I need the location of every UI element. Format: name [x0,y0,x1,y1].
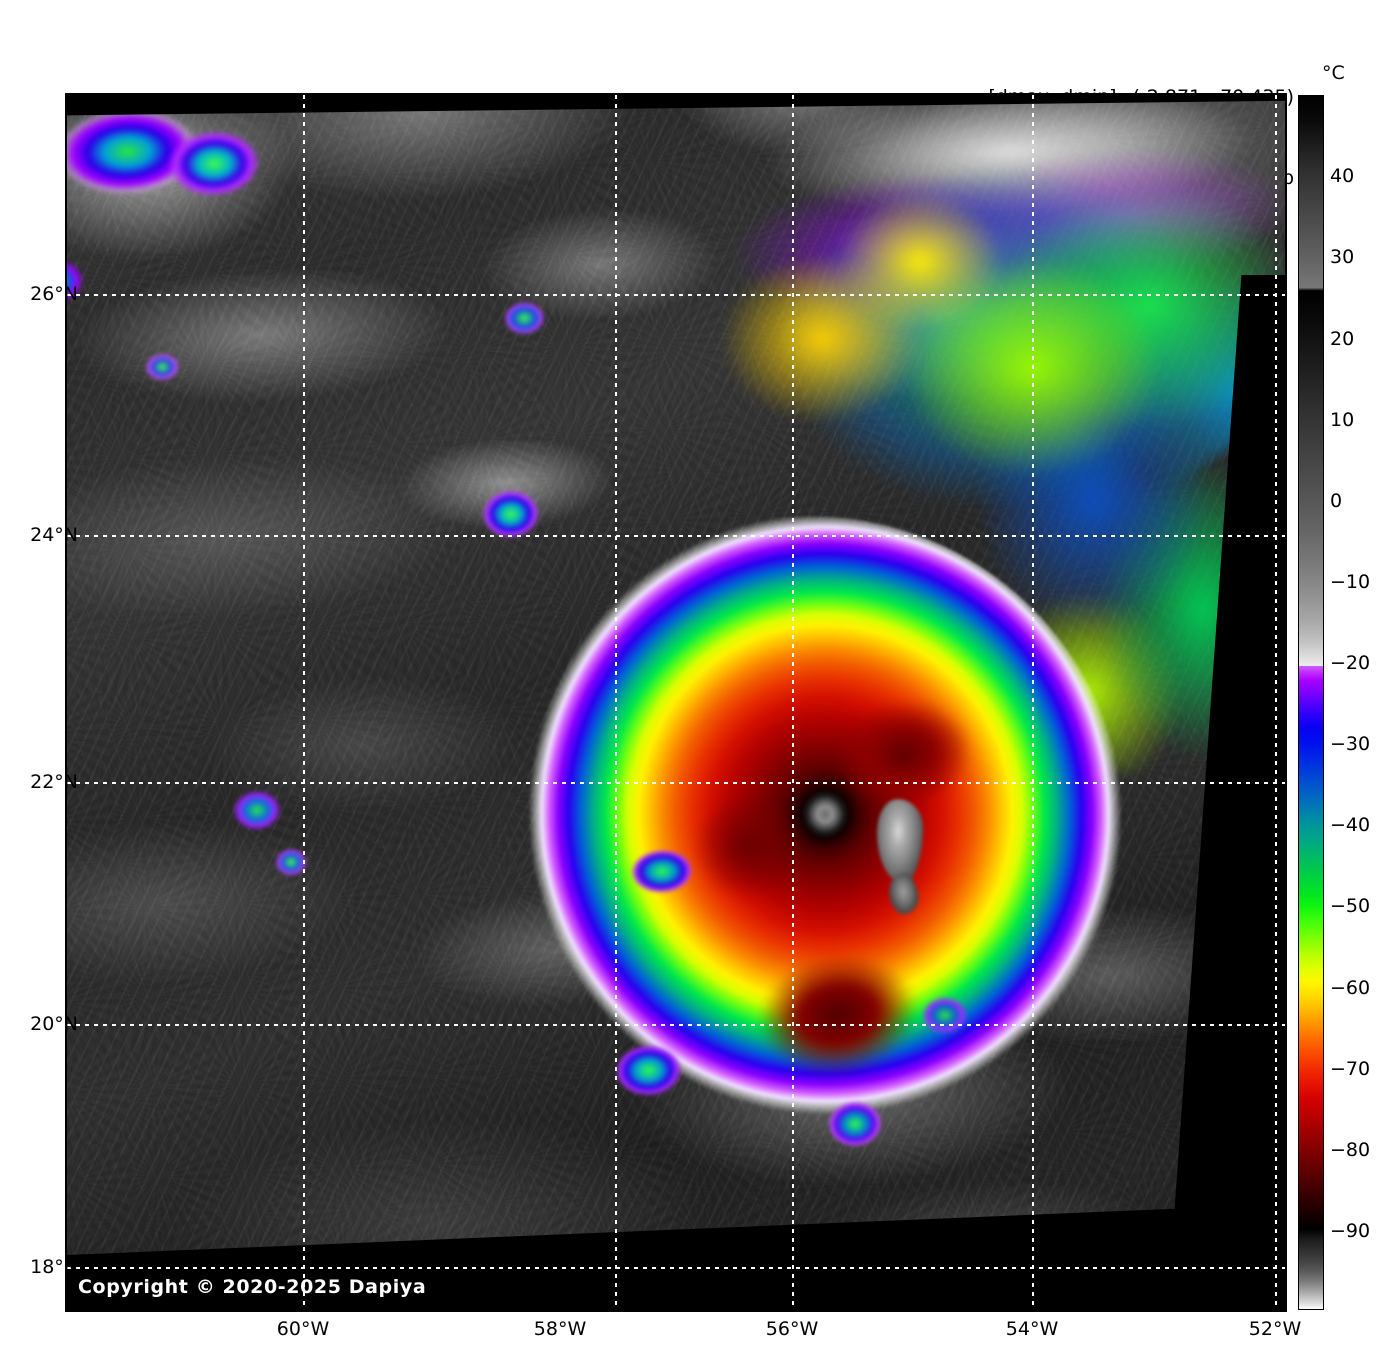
xtick-label: 54°W [1005,1318,1059,1340]
colorbar-units-label: °C [1322,62,1345,84]
colorbar-tick-label: −20 [1330,652,1371,674]
colorbar-tick-label: −90 [1330,1220,1371,1242]
cold-core-gray-region [876,799,924,884]
satellite-data-footprint [67,95,1285,1310]
colorbar-tick-label: 0 [1330,490,1343,512]
colorbar-tick-label: 40 [1330,165,1355,187]
colorbar-gradient [1298,95,1324,1310]
cdo-lobe-south [749,943,927,1088]
ytick-label: 20°N [30,1013,78,1035]
copyright-label: Copyright © 2020-2025 Dapiya [78,1276,427,1298]
colorbar-tick-label: −80 [1330,1139,1371,1161]
colorbar[interactable] [1298,95,1324,1310]
colorbar-tick-label: −60 [1330,977,1371,999]
colorbar-tick-label: 20 [1330,328,1355,350]
ytick-label: 18°N [30,1256,78,1278]
ytick-label: 24°N [30,524,78,546]
xtick-label: 52°W [1248,1318,1302,1340]
colorbar-tick-label: −10 [1330,571,1371,593]
ytick-label: 26°N [30,283,78,305]
colorbar-tick-label: −30 [1330,733,1371,755]
satellite-image-plot[interactable] [67,95,1285,1310]
colorbar-tick-label: −50 [1330,895,1371,917]
xtick-label: 58°W [533,1318,587,1340]
colorbar-tick-label: 30 [1330,246,1355,268]
colorbar-tick-label: −70 [1330,1058,1371,1080]
cdo-lobe-north [828,691,980,818]
xtick-label: 56°W [765,1318,819,1340]
xtick-label: 60°W [276,1318,330,1340]
colorbar-tick-label: 10 [1330,409,1355,431]
ytick-label: 22°N [30,771,78,793]
cdo-lobe-west [685,785,813,908]
colorbar-tick-label: −40 [1330,814,1371,836]
